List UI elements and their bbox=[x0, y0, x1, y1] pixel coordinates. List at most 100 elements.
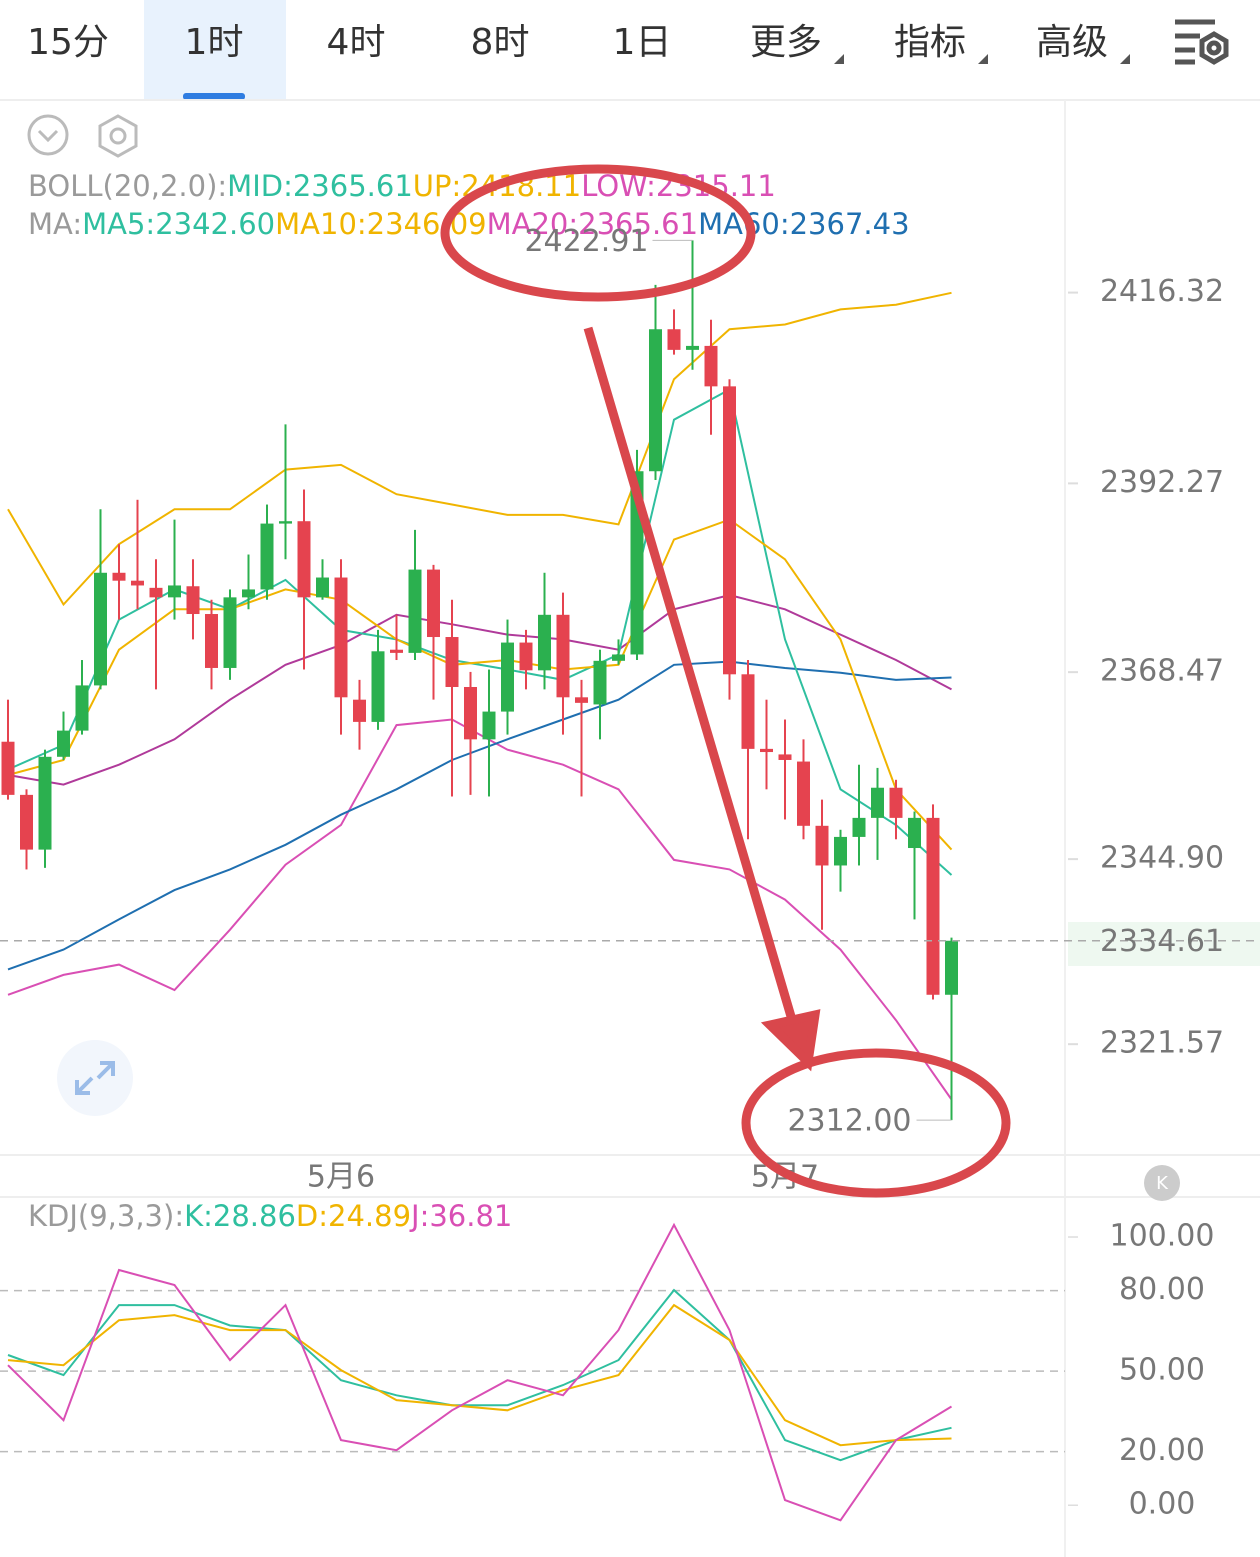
k-button[interactable] bbox=[1144, 1165, 1180, 1201]
y-tick-label: 2368.47 bbox=[1100, 654, 1224, 689]
candle-body bbox=[741, 674, 755, 749]
candle-body bbox=[316, 577, 329, 598]
tab[interactable]: 15分 bbox=[27, 22, 109, 63]
candle-body bbox=[760, 748, 773, 753]
candle-body bbox=[75, 685, 89, 731]
settings-hex[interactable] bbox=[98, 114, 138, 158]
tab[interactable]: 高级 bbox=[1036, 22, 1108, 63]
y-tick-label: 2392.27 bbox=[1100, 465, 1224, 500]
candle-body bbox=[519, 642, 533, 671]
max-label: 2422.91 bbox=[524, 224, 648, 259]
indicator-line bbox=[7, 660, 952, 971]
candle-body bbox=[390, 649, 403, 653]
candle-body bbox=[94, 572, 107, 686]
indicator-line bbox=[7, 593, 952, 786]
y-tick-label: 2321.57 bbox=[1100, 1026, 1224, 1061]
candle-body bbox=[649, 329, 662, 472]
min-label: 2312.00 bbox=[787, 1104, 911, 1139]
candle-body bbox=[556, 614, 570, 698]
candle-body bbox=[297, 521, 311, 598]
legend-item: MA60:2367.43 bbox=[698, 207, 909, 241]
candle-body bbox=[38, 756, 52, 850]
candle-body bbox=[20, 794, 33, 850]
y-tick-label: 50.00 bbox=[1119, 1353, 1205, 1388]
settings-icon[interactable] bbox=[1175, 19, 1229, 65]
tab[interactable]: 1日 bbox=[613, 22, 672, 63]
candle-body bbox=[1, 741, 15, 795]
candle-body bbox=[593, 660, 607, 705]
candle-body bbox=[852, 817, 866, 837]
tab[interactable]: 4时 bbox=[327, 22, 386, 63]
candle-body bbox=[334, 577, 348, 698]
x-tick-label: 5月6 bbox=[307, 1160, 375, 1195]
legend-item: D:24.89 bbox=[296, 1199, 411, 1233]
legend-item: MID:2365.61 bbox=[227, 169, 413, 203]
tab[interactable]: 8时 bbox=[471, 22, 530, 63]
annotation bbox=[440, 164, 1011, 1198]
candle-body bbox=[371, 651, 385, 722]
y-tick-label: 100.00 bbox=[1110, 1219, 1215, 1254]
indicator-line bbox=[7, 718, 953, 1101]
last-price-bg bbox=[1068, 922, 1260, 966]
indicator-line bbox=[7, 291, 952, 607]
dropdown-marker bbox=[978, 54, 988, 64]
y-tick-label: 0.00 bbox=[1129, 1487, 1196, 1522]
candle-body bbox=[945, 940, 958, 995]
legend-item: KDJ(9,3,3): bbox=[28, 1199, 184, 1233]
active-tab-underline bbox=[183, 93, 245, 100]
kdj-line bbox=[7, 1303, 952, 1447]
candle-body bbox=[168, 585, 181, 598]
candle-body bbox=[131, 580, 144, 586]
legend-item: MA20:2365.61 bbox=[487, 207, 698, 241]
collapse-icon[interactable] bbox=[27, 114, 69, 156]
dropdown-marker bbox=[834, 54, 844, 64]
candle-body bbox=[871, 787, 884, 818]
candle-body bbox=[445, 637, 459, 687]
candle-body bbox=[538, 614, 551, 671]
kdj-line bbox=[7, 1222, 953, 1522]
expand-button[interactable] bbox=[57, 1040, 133, 1116]
candle-body bbox=[408, 569, 422, 653]
candle-body bbox=[723, 386, 736, 675]
candle-body bbox=[667, 329, 681, 350]
y-tick-label: 20.00 bbox=[1119, 1433, 1205, 1468]
plot: 15分 1时 4时 8时 1日 更多 指标 高级 BOLL(20,2.0):MID:2365.6… bbox=[0, 22, 1260, 1522]
legend: MA:MA5:2342.60MA10:2346.09MA20:2365.61MA… bbox=[28, 207, 910, 241]
candle-body bbox=[686, 345, 699, 350]
y-tick-label: 80.00 bbox=[1119, 1272, 1205, 1307]
tab[interactable]: 更多 bbox=[750, 22, 822, 63]
candle-body bbox=[186, 586, 200, 615]
collapse-chevron bbox=[37, 129, 59, 143]
candle-body bbox=[427, 569, 440, 638]
tab[interactable]: 1时 bbox=[185, 22, 244, 63]
last-price-label: 2334.61 bbox=[1100, 924, 1224, 959]
indicator-line bbox=[7, 518, 953, 851]
legend: KDJ(9,3,3):K:28.86D:24.89J:36.81 bbox=[28, 1199, 512, 1233]
legend-item: MA: bbox=[28, 207, 82, 241]
legend-item: MA5:2342.60 bbox=[82, 207, 275, 241]
candle-body bbox=[889, 787, 903, 818]
dropdown-marker bbox=[1120, 54, 1130, 64]
legend: BOLL(20,2.0):MID:2365.61UP:2418.11LOW:23… bbox=[28, 169, 776, 203]
candle-body bbox=[501, 642, 514, 712]
candle-body bbox=[482, 711, 496, 740]
k-button-icon: K bbox=[1156, 1173, 1169, 1194]
candle-body bbox=[205, 614, 218, 668]
legend-item: K:28.86 bbox=[184, 1199, 296, 1233]
candle-body bbox=[353, 699, 366, 722]
candle-body bbox=[279, 521, 292, 524]
candle-body bbox=[778, 754, 792, 760]
candle-body bbox=[612, 654, 625, 661]
candle-body bbox=[242, 589, 255, 598]
expand-arrows bbox=[75, 1061, 115, 1095]
tab[interactable]: 指标 bbox=[894, 22, 966, 63]
candle-body bbox=[57, 730, 70, 757]
candle-body bbox=[834, 836, 847, 866]
candle-body bbox=[223, 597, 237, 668]
active-tab-bg bbox=[144, 0, 286, 100]
candle-body bbox=[260, 523, 274, 590]
candle-body bbox=[149, 587, 163, 598]
y-tick-label: 2416.32 bbox=[1100, 274, 1224, 309]
legend-item: J:36.81 bbox=[409, 1199, 512, 1233]
